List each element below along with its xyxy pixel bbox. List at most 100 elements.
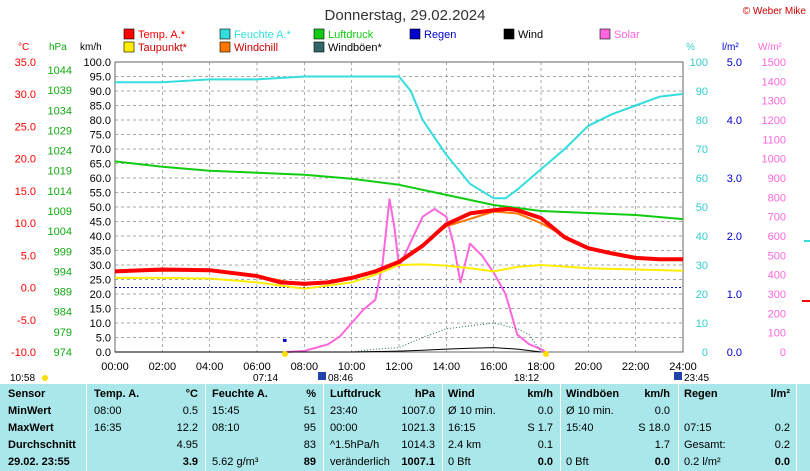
pressure-tick-label: 974 — [54, 347, 72, 359]
solar-tick-label: 1100 — [762, 134, 786, 146]
sunset-label: 18:12 — [514, 373, 539, 384]
stats-header-pressure-unit: hPa — [414, 388, 435, 400]
legend-swatch — [313, 41, 325, 53]
stats-row: 29.02. 23:55 3.9 5.62 g/m³ 89 veränderlich 10… — [0, 454, 810, 471]
legend-swatch — [123, 28, 135, 40]
stats-cell: 2.4 km — [448, 439, 482, 451]
stats-cell: S 18.0 — [638, 422, 670, 434]
humidity-tick-label: 100 — [690, 57, 708, 69]
axis-unit-temp: °C — [18, 42, 29, 53]
stats-cell: veränderlich — [330, 456, 390, 468]
wind-tick-label: 50.0 — [90, 202, 111, 214]
stats-header-wind: Wind — [448, 388, 475, 400]
legend-label: Feuchte A.* — [234, 29, 292, 41]
stats-header-temp: Temp. A. — [94, 388, 140, 400]
solar-tick-label: 1000 — [762, 154, 786, 166]
wind-tick-label: 45.0 — [90, 217, 111, 229]
stats-cell: 0 Bft — [566, 456, 589, 468]
solar-tick-label: 1300 — [762, 96, 786, 108]
stats-cell: 07:15 — [684, 422, 712, 434]
time-tick-label: 22:00 — [622, 361, 650, 373]
wind-tick-label: 10.0 — [90, 318, 111, 330]
time-tick-label: 04:00 — [196, 361, 224, 373]
legend-label: Temp. A.* — [138, 29, 186, 41]
stats-header-temp-unit: °C — [185, 388, 198, 400]
copyright-text: © Weber Mike — [743, 6, 807, 17]
temp-tick-label: 0.0 — [21, 283, 36, 295]
pressure-tick-label: 979 — [54, 327, 72, 339]
stats-header-humidity-unit: % — [306, 388, 316, 400]
pressure-tick-label: 1034 — [48, 105, 72, 117]
axis-unit-humidity: % — [686, 42, 695, 53]
legend-swatch — [219, 41, 231, 53]
stats-cell: 0 Bft — [448, 456, 471, 468]
stats-cell: 5.62 g/m³ — [212, 456, 259, 468]
sun-markers: 10:58 07:14 08:46 18:12 23:45 — [10, 240, 810, 384]
wind-tick-label: 60.0 — [90, 173, 111, 185]
chart-title: Donnerstag, 29.02.2024 — [325, 7, 486, 24]
stats-cell: 1007.0 — [401, 405, 435, 417]
stats-cell: 12.2 — [176, 422, 198, 434]
rain-tick-label: 0.0 — [727, 347, 742, 359]
solar-tick-label: 500 — [768, 250, 786, 262]
pressure-tick-label: 999 — [54, 246, 72, 258]
dusk-icon — [674, 372, 682, 380]
stats-cell: 0.0 — [654, 405, 670, 417]
stats-cell: S 1.7 — [527, 422, 553, 434]
stats-cell: 1014.3 — [401, 439, 435, 451]
stats-cell: 0.2 — [774, 422, 790, 434]
pressure-tick-label: 1029 — [48, 125, 72, 137]
stats-cell: Ø 10 min. — [448, 405, 496, 417]
pressure-tick-label: 994 — [54, 266, 72, 278]
stats-cell: 0.0 — [537, 405, 553, 417]
sun-icon — [42, 375, 48, 381]
stats-cell: 0.2 — [774, 439, 790, 451]
stats-cell: 51 — [303, 405, 316, 417]
stats-row: MinWert 08:00 0.5 15:45 51 23:40 1007.0 Ø 10 mi… — [0, 403, 810, 420]
time-tick-label: 08:00 — [291, 361, 319, 373]
stats-cell: 4.95 — [176, 439, 198, 451]
time-tick-label: 06:00 — [243, 361, 271, 373]
stats-cell: 00:00 — [330, 422, 358, 434]
solar-tick-label: 0 — [780, 347, 786, 359]
solar-tick-label: 1200 — [762, 115, 786, 127]
sunrise-icon — [282, 351, 288, 357]
column-divider — [678, 384, 679, 471]
time-tick-label: 02:00 — [149, 361, 177, 373]
humidity-tick-label: 0 — [702, 347, 708, 359]
time-tick-label: 12:00 — [385, 361, 413, 373]
pressure-tick-label: 1039 — [48, 85, 72, 97]
stats-row: Durchschnitt 4.95 83 ^1.5hPa/h 1014.3 2.4 km 0… — [0, 437, 810, 454]
chart-series — [114, 75, 684, 353]
stats-row-label: MaxWert — [8, 422, 54, 434]
humidity-tick-label: 80 — [696, 115, 708, 127]
wind-tick-label: 100.0 — [83, 57, 111, 69]
time-tick-label: 24:00 — [669, 361, 697, 373]
stats-cell: 0.0 — [537, 456, 553, 468]
wind-tick-label: 80.0 — [90, 115, 111, 127]
stats-header-sensor: Sensor — [8, 388, 46, 400]
solar-tick-label: 900 — [768, 173, 786, 185]
humidity-tick-label: 20 — [696, 289, 708, 301]
wind-tick-label: 20.0 — [90, 289, 111, 301]
stats-cell: 23:40 — [330, 405, 358, 417]
temp-tick-label: 15.0 — [15, 186, 36, 198]
axis-unit-rain: l/m² — [722, 42, 739, 53]
temp-tick-label: 10.0 — [15, 218, 36, 230]
solar-tick-label: 1500 — [762, 57, 786, 69]
legend-label: Luftdruck — [328, 29, 374, 41]
last-update-label: 10:58 — [10, 373, 35, 384]
rain-tick-label: 4.0 — [727, 115, 742, 127]
stats-header-rain-unit: l/m² — [770, 388, 790, 400]
stats-header-rain: Regen — [684, 388, 718, 400]
stats-cell: 0.1 — [537, 439, 553, 451]
sunset-icon — [543, 351, 549, 357]
axis-unit-wind: km/h — [80, 42, 102, 53]
solar-tick-label: 400 — [768, 270, 786, 282]
time-tick-label: 00:00 — [101, 361, 129, 373]
stats-cell: Gesamt: — [684, 439, 726, 451]
stats-cell: 15:45 — [212, 405, 240, 417]
temp-tick-label: 5.0 — [21, 250, 36, 262]
pressure-tick-label: 984 — [54, 307, 72, 319]
stats-cell: 0.0 — [654, 456, 670, 468]
